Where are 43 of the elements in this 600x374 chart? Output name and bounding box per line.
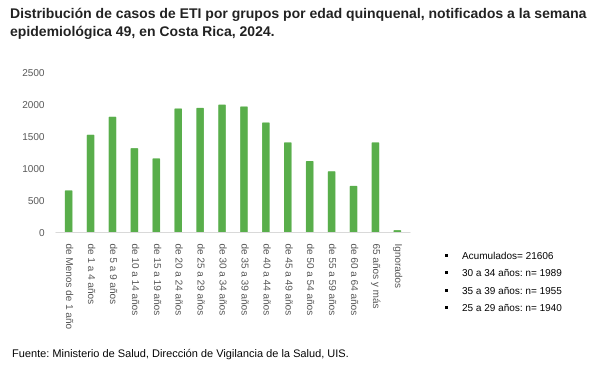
text: 30 a 34 años: n= 1989 — [461, 267, 562, 282]
x-tick-label: de 35 a 39 años — [238, 244, 250, 316]
y-tick-label: 1500 — [22, 132, 45, 143]
bar — [262, 122, 270, 232]
bar — [218, 104, 226, 232]
x-tick-label: de 55 a 59 años — [326, 244, 338, 316]
x-tick-label: de 5 a 9 años — [106, 244, 118, 304]
x-tick-label: de 40 a 44 años — [260, 244, 272, 316]
x-tick-label: de Menos de 1 año — [63, 244, 74, 330]
x-tick-label: Ignorados — [392, 244, 403, 288]
x-tick-label: de 50 a 54 años — [304, 244, 316, 316]
x-tick-label: de 10 a 14 años — [128, 244, 140, 316]
bar — [196, 108, 204, 232]
bar — [328, 171, 336, 232]
bar — [108, 116, 116, 232]
bar — [130, 148, 138, 232]
x-tick-label: de 25 a 29 años — [194, 244, 206, 316]
y-tick-label: 0 — [38, 228, 45, 239]
source-note: Fuente: Ministerio de Salud, Dirección de Vigilancia de la Salud, UIS. — [12, 347, 349, 362]
bar — [306, 160, 314, 232]
bar — [86, 134, 94, 232]
x-tick-label: de 1 a 4 años — [85, 244, 96, 304]
x-tick-label: 65 años y más — [370, 244, 381, 309]
y-tick-label: 2500 — [22, 68, 45, 79]
text: 35 a 39 años: n= 1955 — [461, 284, 562, 299]
x-tick-label: de 45 a 49 años — [282, 244, 294, 316]
x-tick-label: de 20 a 24 años — [172, 244, 184, 316]
x-tick-label: de 30 a 34 años — [216, 244, 228, 316]
text: 25 a 29 años: n= 1940 — [461, 302, 562, 316]
y-tick-label: 1000 — [22, 164, 45, 175]
x-tick-label: de 60 a 64 años — [348, 244, 360, 316]
bar — [152, 158, 160, 232]
bar — [284, 142, 292, 232]
bar — [240, 106, 248, 232]
bar — [372, 142, 380, 232]
bar — [174, 108, 182, 232]
bar — [350, 186, 358, 232]
chart-title: Distribución de casos de ETI por grupos por edad quinquenal, notificados a la semana epidemiológica 49, en Costa Rica, 2024. — [10, 5, 588, 40]
y-tick-label: 500 — [28, 196, 45, 207]
y-tick-label: 2000 — [22, 100, 45, 111]
x-tick-label: de 15 a 19 años — [150, 244, 162, 316]
text: Acumulados= 21606 — [461, 250, 554, 264]
bar — [64, 190, 72, 232]
